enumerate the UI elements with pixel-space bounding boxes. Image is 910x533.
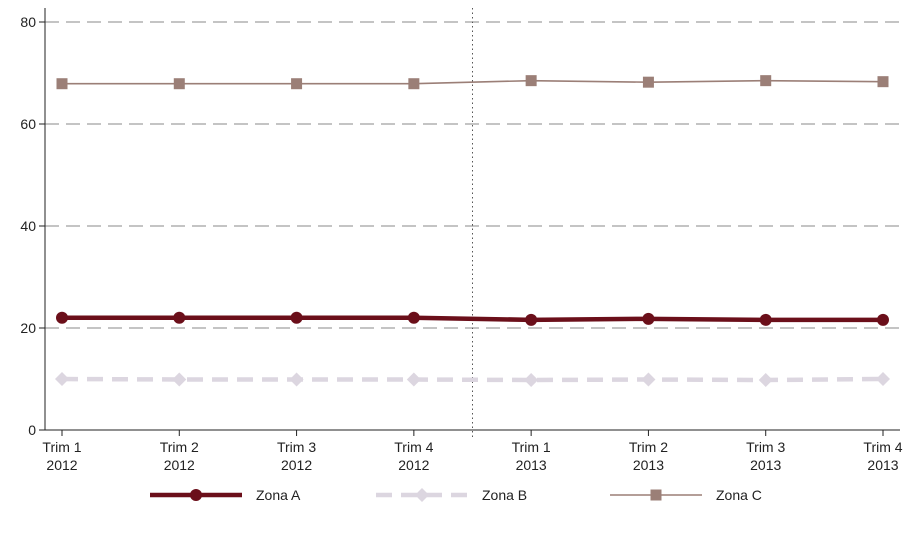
legend-item: Zona B: [376, 487, 527, 503]
x-tick-label-year: 2012: [46, 457, 77, 473]
data-point: [291, 78, 303, 90]
data-point: [758, 373, 773, 388]
data-point: [289, 372, 304, 387]
x-tick-label-quarter: Trim 3: [746, 439, 785, 455]
x-tick-label-year: 2013: [516, 457, 547, 473]
data-point: [56, 78, 68, 90]
x-tick-label-year: 2012: [398, 457, 429, 473]
data-point: [877, 76, 889, 88]
legend-swatch-marker: [650, 489, 662, 501]
x-tick-label-quarter: Trim 3: [277, 439, 316, 455]
y-tick-label: 20: [20, 320, 36, 336]
x-tick-label-quarter: Trim 4: [863, 439, 902, 455]
series-line: [62, 315, 883, 323]
legend-item: Zona C: [610, 487, 762, 503]
x-tick-label-quarter: Trim 4: [394, 439, 433, 455]
data-point: [877, 313, 889, 326]
data-point: [290, 311, 303, 324]
x-tick-label-quarter: Trim 2: [160, 439, 199, 455]
gridlines: [45, 8, 900, 440]
x-tick-label-year: 2013: [750, 457, 781, 473]
x-tick-label-quarter: Trim 2: [629, 439, 668, 455]
data-point: [642, 76, 654, 88]
legend-label: Zona B: [482, 487, 527, 503]
x-tick-label-quarter: Trim 1: [512, 439, 551, 455]
legend-label: Zona A: [256, 487, 301, 503]
legend-item: Zona A: [150, 487, 301, 503]
data-point: [759, 313, 772, 326]
data-point: [173, 78, 185, 90]
axes: 0 20 40 60 80 Trim 1 2012 Trim 2 2012 Trim 3 2012 T…: [20, 8, 903, 473]
data-point: [407, 311, 420, 324]
x-tick-label-year: 2013: [867, 457, 898, 473]
series-zona-a: [56, 311, 889, 326]
y-tick-label: 0: [28, 422, 36, 438]
legend-swatch-marker: [190, 489, 202, 501]
series-line: [61, 376, 884, 383]
x-tick-label-year: 2013: [633, 457, 664, 473]
legend: Zona A Zona B Zona C: [150, 487, 762, 503]
series-group: [55, 75, 890, 388]
data-point: [876, 372, 890, 386]
data-point: [408, 78, 420, 90]
data-point: [55, 372, 69, 386]
data-point: [56, 311, 68, 324]
x-tick-label-quarter: Trim 1: [42, 439, 81, 455]
data-point: [406, 372, 421, 387]
data-point: [524, 373, 539, 388]
data-point: [641, 372, 656, 387]
x-tick-label-year: 2012: [164, 457, 195, 473]
y-tick-label: 80: [20, 14, 36, 30]
x-tick-label-year: 2012: [281, 457, 312, 473]
legend-label: Zona C: [716, 487, 762, 503]
data-point: [760, 75, 772, 87]
y-tick-label: 60: [20, 116, 36, 132]
y-tick-label: 40: [20, 218, 36, 234]
data-point: [525, 313, 538, 326]
data-point: [642, 312, 655, 325]
data-point: [525, 75, 537, 87]
series-line: [62, 79, 884, 85]
legend-swatch-marker: [415, 488, 429, 502]
series-zona-b: [55, 372, 890, 388]
series-zona-c: [56, 75, 889, 90]
data-point: [172, 372, 187, 387]
data-point: [173, 311, 186, 324]
